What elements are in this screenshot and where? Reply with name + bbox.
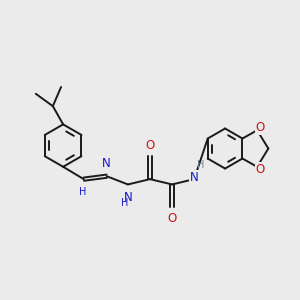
Text: H: H (79, 188, 86, 197)
Text: O: O (167, 212, 177, 225)
Text: O: O (256, 163, 265, 176)
Text: O: O (146, 139, 154, 152)
Text: H: H (121, 198, 128, 208)
Text: N: N (102, 157, 111, 170)
Text: N: N (124, 191, 132, 204)
Text: H: H (197, 160, 204, 170)
Text: N: N (190, 171, 199, 184)
Text: O: O (256, 121, 265, 134)
